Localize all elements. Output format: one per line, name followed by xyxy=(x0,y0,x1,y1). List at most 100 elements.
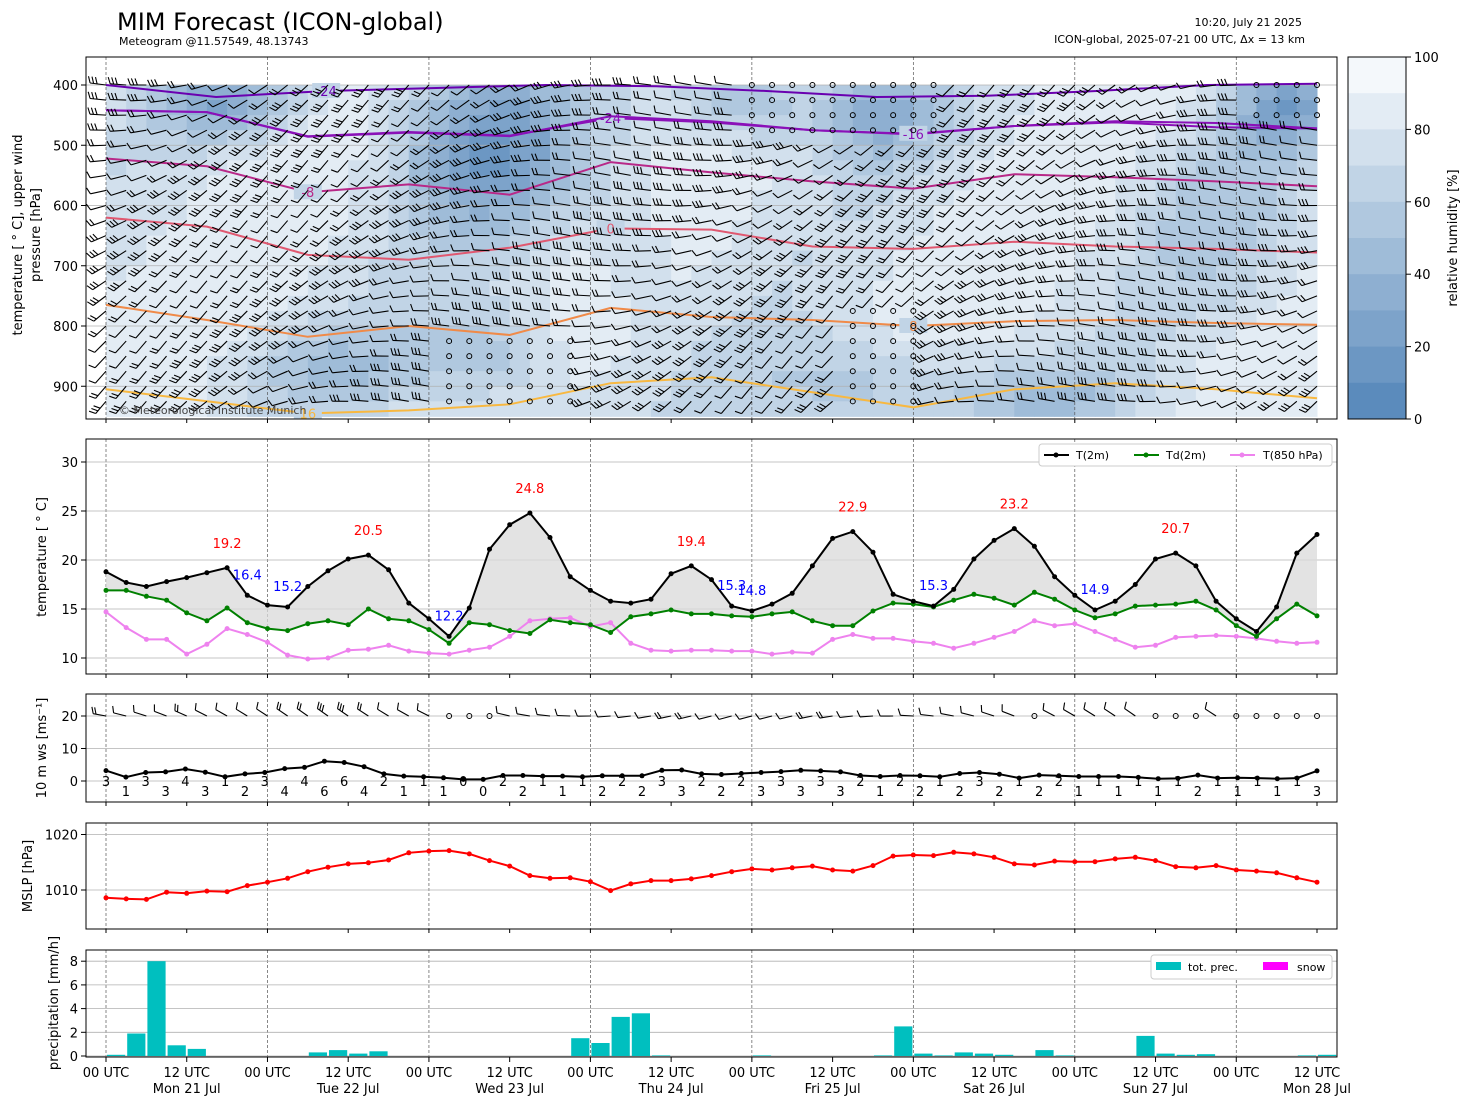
wind-barb xyxy=(152,189,167,199)
wind-barb-flag xyxy=(572,241,576,249)
wind-barb-flag xyxy=(209,348,216,353)
humidity-cell xyxy=(469,205,490,222)
wind-barb xyxy=(332,325,349,332)
humidity-cell xyxy=(610,356,632,372)
wind-barb-flag xyxy=(92,249,99,256)
wind-barb-flag xyxy=(433,245,438,253)
wind-barb-flag xyxy=(532,240,535,249)
wind-barb-flag xyxy=(797,391,805,396)
wind-barb xyxy=(1019,250,1035,257)
wind-barb-flag xyxy=(674,295,681,302)
wind-barb-flag xyxy=(107,92,111,100)
wind-barb xyxy=(352,385,369,387)
humidity-cell xyxy=(1094,386,1116,402)
wind-barb-flag xyxy=(351,124,359,128)
wind-barb-flag xyxy=(938,151,946,156)
wind-barb xyxy=(1063,84,1076,97)
wind-barb-flag xyxy=(207,150,215,156)
wind-barb-flag xyxy=(592,180,596,188)
humidity-cell xyxy=(1135,205,1157,222)
wind-barb-flag xyxy=(731,172,737,179)
wind-barb-flag xyxy=(412,232,418,240)
calm-marker xyxy=(910,338,917,345)
wind-barb-flag xyxy=(974,323,979,330)
wind-barb-flag xyxy=(1036,332,1040,340)
humidity-cell xyxy=(449,145,470,161)
humidity-cell xyxy=(772,386,793,402)
humidity-cell xyxy=(590,310,612,327)
wind-barb-flag xyxy=(1056,107,1064,112)
wind-barb-flag xyxy=(247,387,254,394)
wind-barb-flag xyxy=(631,276,636,284)
wind-barb-flag xyxy=(855,198,863,203)
wind-barb-flag xyxy=(130,93,135,101)
wind-barb-flag xyxy=(531,182,535,190)
wind-barb-flag xyxy=(146,160,153,167)
wind-barb xyxy=(236,220,248,234)
wind-barb-flag xyxy=(1136,379,1141,386)
wind-barb xyxy=(998,280,1015,287)
isotherm-0 xyxy=(105,216,1318,261)
wind-barb-flag xyxy=(957,324,963,331)
wind-barb-flag xyxy=(1075,161,1081,168)
humidity-cell xyxy=(328,386,349,402)
wind-barb xyxy=(253,355,268,366)
humidity-cell xyxy=(287,235,309,252)
wind-barb-flag xyxy=(855,229,863,234)
wind-barb-flag xyxy=(1019,106,1027,110)
wind-barb xyxy=(1159,188,1176,191)
wind-barb xyxy=(941,250,955,262)
wind-barb-flag xyxy=(390,333,394,341)
wind-barb xyxy=(296,114,309,128)
wind-barb-flag xyxy=(454,302,458,310)
wind-barb-flag xyxy=(815,274,823,279)
wind-barb-flag xyxy=(552,240,555,249)
humidity-cell xyxy=(913,205,935,222)
wind-barb-flag xyxy=(173,374,181,379)
wind-barb-flag xyxy=(229,318,237,323)
wind-barb-flag xyxy=(979,91,987,96)
wind-barb-flag xyxy=(877,181,885,186)
wind-barb xyxy=(293,325,309,335)
wind-barb-flag xyxy=(151,407,159,411)
humidity-cell xyxy=(247,386,268,402)
wind-barb xyxy=(256,250,268,264)
humidity-cell xyxy=(247,401,268,417)
wind-barb-flag xyxy=(1077,391,1080,400)
wind-barb-flag xyxy=(552,210,555,219)
wind-barb xyxy=(958,325,975,332)
humidity-cell xyxy=(953,100,975,116)
humidity-cell xyxy=(1195,130,1217,146)
calm-marker xyxy=(789,82,796,88)
humidity-cell xyxy=(348,295,369,312)
wind-barb xyxy=(255,310,268,323)
wind-barb xyxy=(655,250,672,254)
wind-barb-flag xyxy=(579,273,583,281)
wind-barb-flag xyxy=(515,317,519,325)
humidity-cell xyxy=(953,401,975,417)
wind-barb xyxy=(1038,265,1055,270)
humidity-cell xyxy=(610,205,632,222)
humidity-cell xyxy=(550,341,571,357)
wind-barb-flag xyxy=(294,282,302,287)
wind-barb-flag xyxy=(698,342,705,348)
wind-barb-flag xyxy=(431,317,434,325)
wind-barb-flag xyxy=(1097,286,1100,294)
wind-barb-flag xyxy=(294,325,301,331)
wind-barb-flag xyxy=(578,93,582,101)
wind-barb-flag xyxy=(430,120,437,126)
humidity-cell xyxy=(953,160,975,176)
wind-barb xyxy=(235,310,248,323)
wind-barb xyxy=(1001,190,1015,201)
humidity-cell xyxy=(832,265,854,282)
wind-barb-flag xyxy=(328,255,336,261)
wind-barb-flag xyxy=(1176,365,1181,373)
wind-barb-flag xyxy=(914,287,922,292)
wind-barb-flag xyxy=(88,410,96,415)
wind-barb-flag xyxy=(956,109,964,113)
humidity-cell xyxy=(146,100,168,116)
wind-barb-flag xyxy=(153,221,160,227)
humidity-cell xyxy=(671,280,692,297)
wind-barb-flag xyxy=(675,406,683,411)
wind-barb-flag xyxy=(1141,317,1144,325)
